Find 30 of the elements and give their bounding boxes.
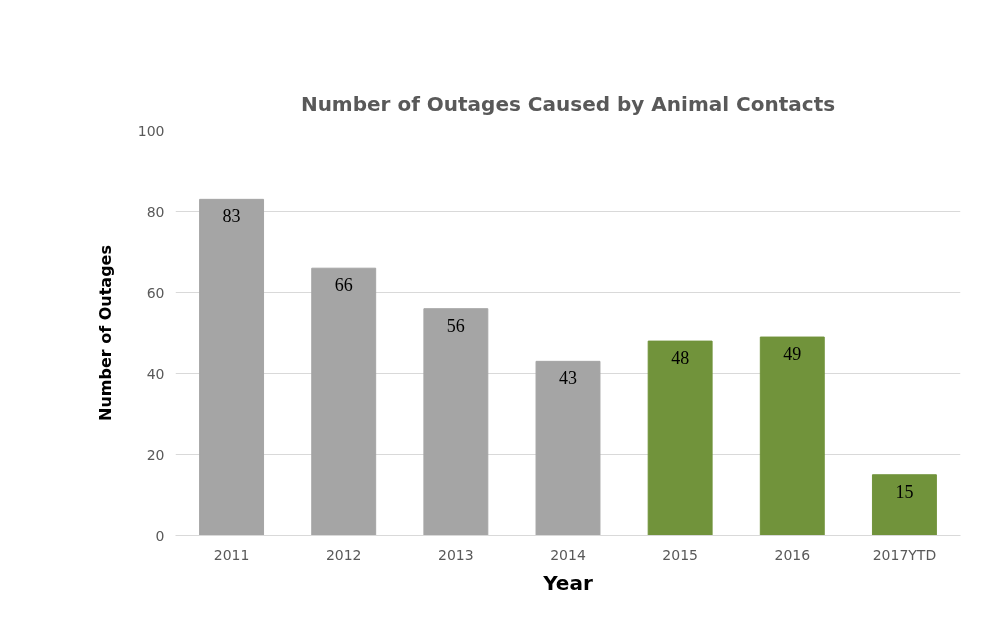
x-tick-label: 2013 <box>438 546 474 563</box>
y-axis-title: Number of Outages <box>95 244 115 421</box>
y-tick-label: 20 <box>146 446 165 463</box>
data-label: 83 <box>222 206 241 227</box>
x-tick-label: 2015 <box>662 546 698 563</box>
data-label: 15 <box>895 481 914 502</box>
bar <box>647 340 713 536</box>
x-tick-label: 2011 <box>213 546 250 563</box>
bar <box>759 336 825 536</box>
y-tick-label: 60 <box>146 284 165 301</box>
chart-title: Number of Outages Caused by Animal Contacts <box>300 91 836 116</box>
data-label: 49 <box>783 344 802 365</box>
y-tick-label: 0 <box>155 527 165 544</box>
x-tick-label: 2012 <box>325 546 362 563</box>
bar <box>199 198 265 536</box>
data-label: 56 <box>446 315 465 336</box>
x-tick-label: 2014 <box>550 546 586 563</box>
bar <box>311 267 377 536</box>
bar <box>423 308 489 536</box>
bar <box>871 474 937 536</box>
data-label: 48 <box>671 348 690 369</box>
x-tick-label: 2016 <box>774 546 811 563</box>
x-tick-label: 2017YTD <box>872 546 937 563</box>
data-label: 43 <box>559 368 577 389</box>
y-tick-label: 80 <box>146 203 165 220</box>
y-tick-label: 100 <box>137 122 165 139</box>
x-axis-title: Year <box>542 570 593 595</box>
y-tick-label: 40 <box>146 365 165 382</box>
data-label: 66 <box>334 275 353 296</box>
bar <box>535 360 601 536</box>
